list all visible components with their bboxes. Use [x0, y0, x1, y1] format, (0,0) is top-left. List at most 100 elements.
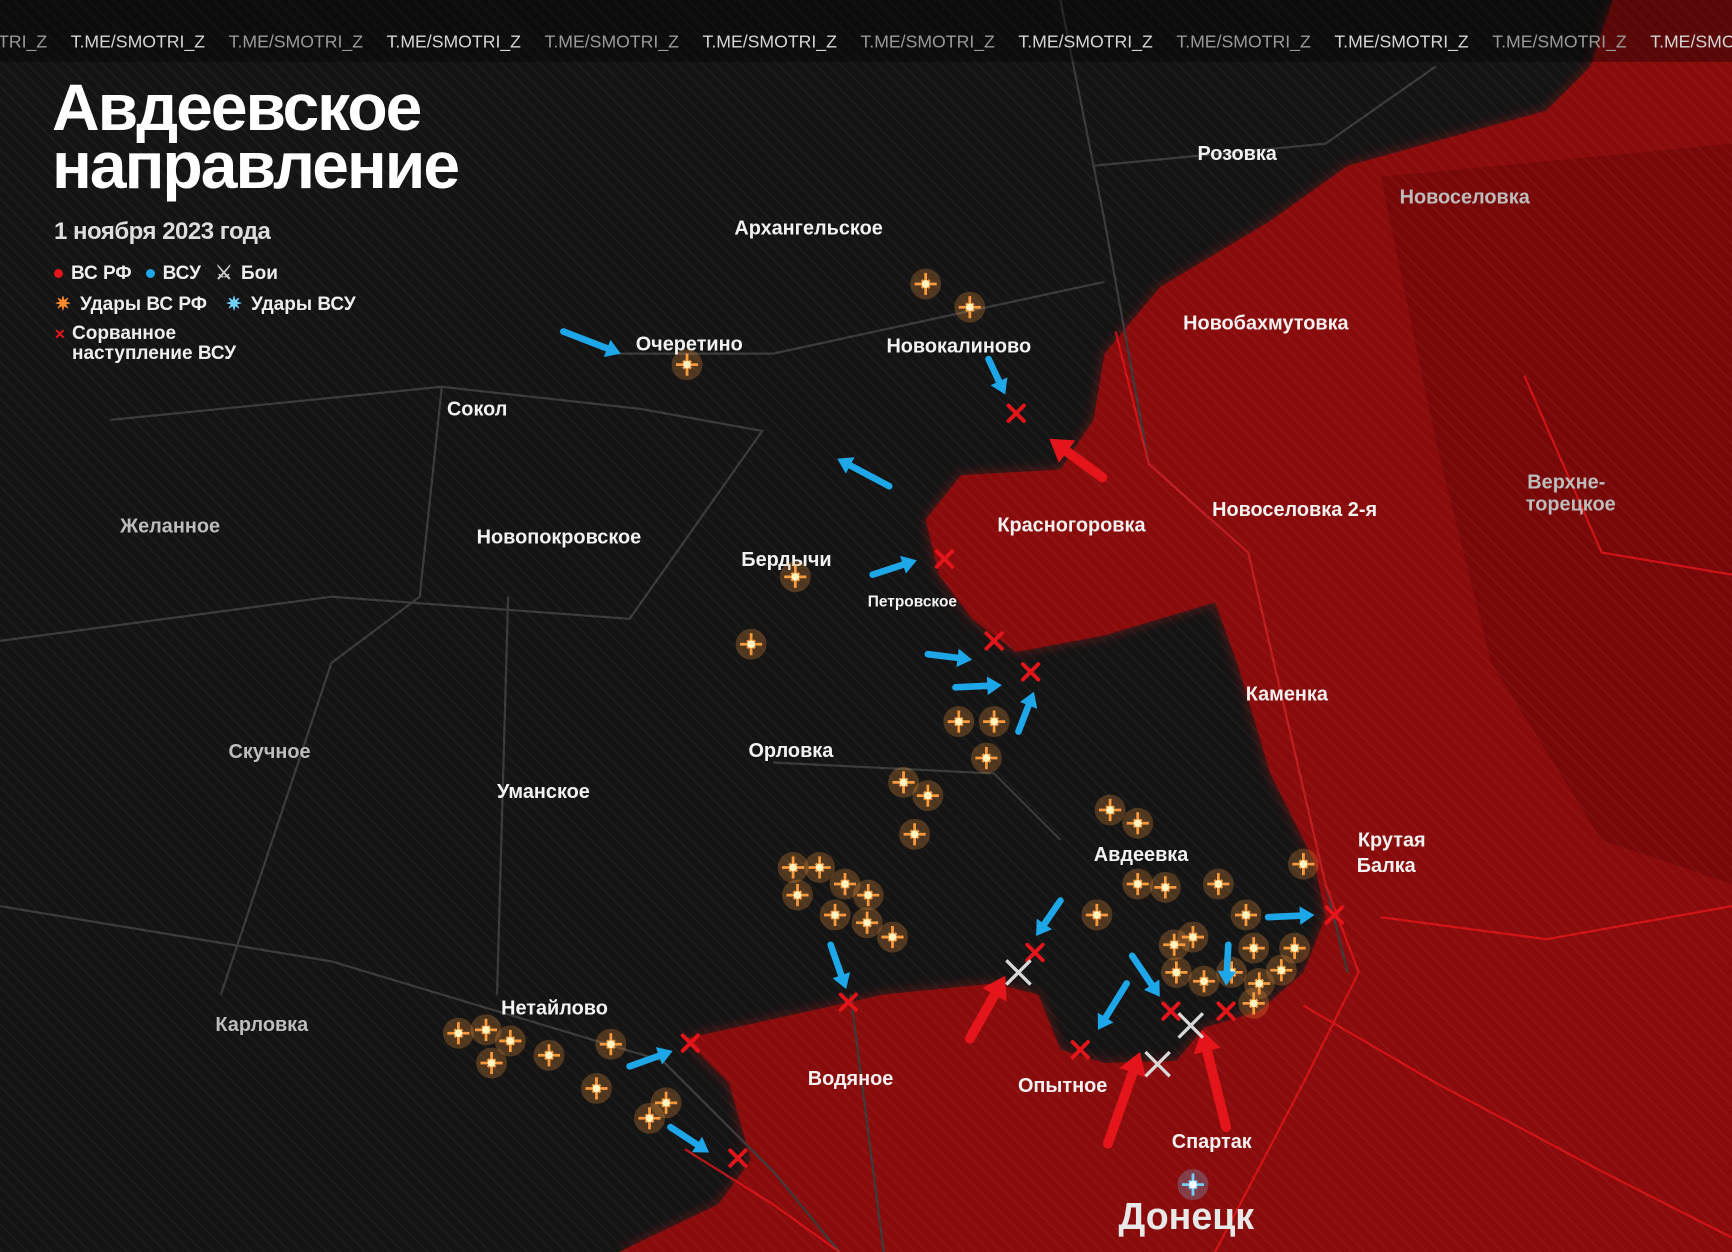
ru-strike-icon — [851, 907, 883, 939]
ua-attack-arrow — [1036, 897, 1064, 936]
place-labels: Розовка Новоселовка Архангельское Новоба… — [119, 143, 1616, 1237]
label-opytnoe: Опытное — [1018, 1075, 1107, 1097]
failed-attack-icon — [838, 992, 858, 1012]
failed-attack-icon — [1324, 905, 1345, 925]
ua-dot-icon — [145, 269, 155, 278]
label-berdychi: Бердычи — [741, 549, 831, 571]
watermark-text: T.ME/SMOTRI_Z — [229, 32, 364, 53]
ru-strike-icon — [970, 742, 1002, 774]
ru-strike-icon — [829, 868, 861, 900]
ru-strike-icon — [978, 706, 1010, 738]
ru-strike-icon — [888, 766, 920, 798]
failed-attack-icon — [934, 549, 955, 569]
label-novoselovka2: Новоселовка 2-я — [1212, 499, 1377, 521]
ua-attack-arrow — [1264, 906, 1315, 925]
label-krutaya-balka: Крутая — [1358, 829, 1426, 851]
ru-strike-icon — [595, 1028, 627, 1060]
ua-strike-icon — [1177, 1169, 1209, 1201]
ua-attack-arrow — [827, 941, 851, 990]
ua-attack-arrow — [626, 1047, 673, 1070]
ru-strike-icon — [954, 291, 986, 323]
legend-ua: ВСУ — [162, 263, 201, 284]
legend-ru: ВС РФ — [71, 263, 132, 284]
label-petrovskoe: Петровское — [868, 594, 958, 611]
ru-attack-arrow — [1102, 1051, 1146, 1149]
label-avdeevka: Авдеевка — [1094, 844, 1189, 866]
battle-icon — [1005, 959, 1032, 986]
ru-strike-icon — [671, 349, 703, 381]
markers — [442, 268, 1345, 1201]
watermark-text: T.ME/SMOTRI_Z — [545, 32, 680, 53]
label-novopokrovskoe: Новопокровское — [477, 527, 642, 549]
watermark-text: T.ME/SMOTRI_Z — [1334, 32, 1469, 53]
ua-attack-arrow — [1128, 952, 1160, 997]
ru-strike-icon — [1160, 956, 1192, 988]
watermark-text: T.ME/SMOTRI_Z — [703, 32, 838, 53]
ru-strike-icon — [804, 851, 836, 883]
watermark-text: T.ME/SMOTRI_Z — [0, 32, 47, 53]
failed-attack-icon — [728, 1148, 748, 1168]
label-netaylovo: Нетайлово — [501, 997, 608, 1019]
page-title: Авдеевское направление — [52, 70, 460, 202]
ru-strike-icon — [581, 1072, 612, 1104]
ru-strike-icon — [943, 706, 975, 738]
failed-attack-icon — [1006, 403, 1026, 423]
ru-strike-icon — [1265, 954, 1297, 986]
ua-attack-arrow — [869, 555, 917, 578]
failed-attack-icon: ✕ — [54, 326, 66, 342]
watermark: T.ME/SMOTRI_Z T.ME/SMOTRI_Z T.ME/SMOTRI_Z T… — [0, 32, 1732, 53]
ru-strike-icon — [1202, 868, 1234, 900]
failed-attack-icon — [1161, 1001, 1181, 1021]
ru-strike-icon — [1094, 794, 1126, 826]
legend-ua-strikes: Удары ВСУ — [251, 294, 356, 315]
watermark-text: T.ME/SMOTRI_Z — [1650, 32, 1732, 53]
ru-strike-icon — [1238, 932, 1270, 964]
ru-strike-icon — [494, 1025, 526, 1057]
ru-strike-icon — [912, 780, 944, 812]
label-krasnogorovka: Красногоровка — [997, 515, 1146, 537]
label-zhelannoe: Желанное — [119, 516, 220, 538]
ru-strike-icon — [634, 1102, 665, 1134]
legend-battles: Бои — [240, 263, 278, 284]
ru-strike-icon — [1122, 807, 1154, 839]
label-umanskoe: Уманское — [497, 781, 590, 803]
title-line-1: Авдеевское — [52, 70, 422, 144]
label-orlovka: Орловка — [748, 740, 834, 762]
failed-attack-icon — [1020, 662, 1041, 682]
legend-ru-strikes: Удары ВС РФ — [80, 294, 207, 315]
ua-attack-arrow — [1217, 941, 1237, 986]
ru-strike-icon — [1230, 899, 1262, 931]
ru-strike-icon — [782, 879, 813, 911]
label-novobakhmutovka: Новобахмутовка — [1183, 312, 1349, 334]
ru-strike-icon — [650, 1087, 682, 1119]
ru-strike-icon — [1279, 932, 1311, 964]
ru-strike-icon — [735, 628, 767, 660]
ru-strike-icon — [910, 268, 942, 300]
ua-attack-arrow — [924, 648, 973, 668]
ru-strike-icon — [1177, 921, 1209, 953]
ru-strike-icon — [1243, 968, 1275, 999]
label-donetsk: Донецк — [1119, 1195, 1255, 1237]
ua-attack-arrow — [667, 1123, 710, 1153]
title-line-2: направление — [52, 128, 460, 202]
label-novoselovka: Новоселовка — [1400, 186, 1531, 208]
ua-attack-arrow — [560, 328, 621, 358]
ru-strike-icon — [442, 1017, 474, 1049]
ru-strike-icon — [852, 879, 884, 911]
ru-strike-icon — [1149, 871, 1181, 903]
ru-strike-icon — [533, 1039, 565, 1071]
ru-dot-icon — [54, 269, 63, 278]
battle-icon — [1144, 1050, 1171, 1078]
ua-attack-arrow — [1015, 691, 1038, 735]
ru-strike-icon — [899, 818, 931, 850]
label-verkhnetoretskoe: Верхне- — [1527, 471, 1605, 493]
ua-attack-arrow — [1097, 980, 1130, 1030]
watermark-text: T.ME/SMOTRI_Z — [1018, 32, 1153, 53]
ru-strike-icon — [777, 851, 809, 883]
watermark-text: T.ME/SMOTRI_Z — [387, 32, 522, 53]
ru-attack-arrow — [964, 975, 1007, 1044]
label-krutaya-balka-2: Балка — [1357, 855, 1417, 877]
failed-attack-icon — [1216, 1001, 1236, 1021]
watermark-band — [0, 0, 1732, 62]
ru-strike-icon — [779, 561, 811, 593]
